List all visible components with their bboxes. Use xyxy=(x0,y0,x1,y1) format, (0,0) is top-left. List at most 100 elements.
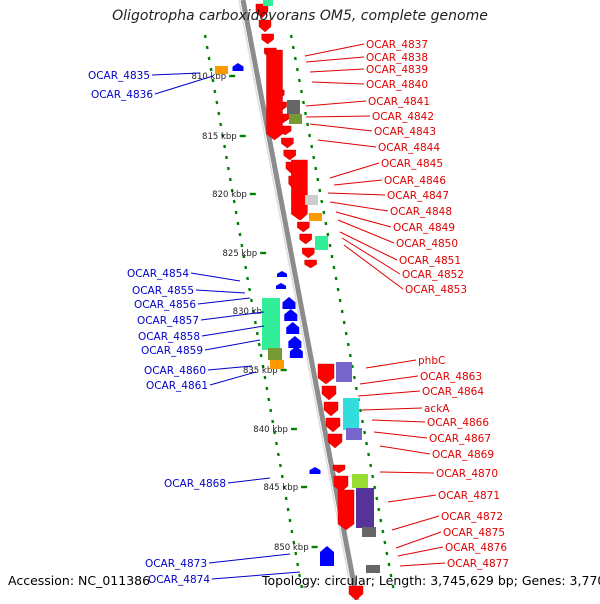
forward-gene-label: OCAR_4849 xyxy=(393,222,455,234)
reverse-gene-label: OCAR_4860 xyxy=(144,365,206,377)
reverse-gene-arrow xyxy=(320,546,334,566)
forward-leader-line xyxy=(335,211,392,228)
forward-gene-label: OCAR_4846 xyxy=(384,175,446,187)
cds-block xyxy=(305,195,318,205)
cds-block xyxy=(362,527,376,537)
forward-gene-label: OCAR_4840 xyxy=(366,79,428,91)
forward-gene-arrow xyxy=(317,363,335,385)
forward-leader-line xyxy=(309,123,373,132)
forward-gene-arrow xyxy=(348,585,364,601)
reverse-gene-label: OCAR_4861 xyxy=(146,380,208,392)
reverse-leader-line xyxy=(154,75,214,95)
forward-leader-line xyxy=(371,419,426,423)
forward-gene-arrow xyxy=(291,159,308,221)
forward-gene-arrow xyxy=(266,49,283,141)
forward-gene-arrow xyxy=(323,401,339,417)
scale-tick-label: 820 kbp xyxy=(212,190,247,200)
cds-block xyxy=(289,114,302,124)
forward-gene-label: OCAR_4843 xyxy=(374,126,436,138)
cds-block xyxy=(336,362,352,382)
reverse-gene-label: OCAR_4874 xyxy=(148,574,210,586)
reverse-gene-label: OCAR_4857 xyxy=(137,315,199,327)
forward-gene-label: OCAR_4838 xyxy=(366,52,428,64)
cds-block xyxy=(346,428,362,440)
forward-gene-label: OCAR_4845 xyxy=(381,158,443,170)
reverse-gene-label: OCAR_4854 xyxy=(127,268,189,280)
reverse-leader-line xyxy=(200,311,265,321)
forward-gene-arrow xyxy=(302,247,315,259)
reverse-gene-arrow xyxy=(232,63,244,71)
gene-features xyxy=(215,0,380,601)
forward-leader-line xyxy=(361,407,423,411)
map-title: Oligotropha carboxidovorans OM5, complet… xyxy=(112,8,488,24)
scale-tick-label: 830 kbp xyxy=(233,307,268,317)
forward-gene-label: OCAR_4869 xyxy=(432,449,494,461)
reverse-leader-line xyxy=(208,553,291,564)
forward-leader-line xyxy=(397,546,444,557)
scale-tick-label: 835 kbp xyxy=(243,366,278,376)
forward-gene-label: OCAR_4853 xyxy=(405,284,467,296)
cds-block xyxy=(262,298,280,350)
scale-tick-label: 825 kbp xyxy=(223,249,258,259)
accession-text: Accession: NC_011386 xyxy=(8,573,151,588)
reverse-gene-label: OCAR_4858 xyxy=(138,331,200,343)
scale-tick-label: 840 kbp xyxy=(253,425,288,435)
forward-leader-line xyxy=(337,219,395,244)
reverse-gene-label: OCAR_4855 xyxy=(132,285,194,297)
forward-gene-arrow xyxy=(304,259,317,269)
cds-block xyxy=(366,565,380,573)
forward-gene-label: OCAR_4867 xyxy=(429,433,491,445)
forward-gene-arrow xyxy=(283,149,296,161)
reverse-gene-label: OCAR_4868 xyxy=(164,478,226,490)
forward-gene-label: OCAR_4863 xyxy=(420,371,482,383)
forward-gene-label: OCAR_4864 xyxy=(422,386,484,398)
reverse-leader-line xyxy=(204,339,261,351)
forward-leader-line xyxy=(395,531,442,549)
cds-block xyxy=(356,488,374,528)
forward-gene-label: OCAR_4837 xyxy=(366,39,428,51)
reverse-gene-label: OCAR_4836 xyxy=(91,89,153,101)
cds-block xyxy=(287,100,300,114)
forward-gene-label: OCAR_4875 xyxy=(443,527,505,539)
forward-gene-arrow xyxy=(337,489,355,531)
forward-gene-arrow xyxy=(332,464,346,474)
forward-leader-line xyxy=(333,179,383,186)
forward-gene-label: OCAR_4876 xyxy=(445,542,507,554)
forward-leader-line xyxy=(359,375,419,385)
forward-leader-line xyxy=(379,471,435,474)
forward-leader-line xyxy=(305,56,365,63)
forward-gene-label: OCAR_4847 xyxy=(387,190,449,202)
forward-gene-arrow xyxy=(258,19,272,33)
reverse-gene-arrow xyxy=(286,322,300,334)
reverse-gene-arrow xyxy=(276,283,286,289)
reverse-gene-label: OCAR_4859 xyxy=(141,345,203,357)
reverse-leader-line xyxy=(151,72,201,76)
forward-leader-line xyxy=(311,81,365,85)
forward-gene-label: OCAR_4872 xyxy=(441,511,503,523)
forward-leader-line xyxy=(309,68,365,73)
reverse-leader-line xyxy=(201,325,265,337)
reverse-gene-arrow xyxy=(288,336,302,348)
genome-stats-text: Topology: circular; Length: 3,745,629 bp… xyxy=(262,573,600,588)
reverse-leader-line xyxy=(190,272,241,282)
reverse-leader-line xyxy=(197,297,251,305)
forward-leader-line xyxy=(343,244,404,290)
forward-gene-arrow xyxy=(321,385,337,401)
reverse-gene-arrow xyxy=(309,467,321,474)
forward-gene-label: OCAR_4871 xyxy=(438,490,500,502)
reverse-leader-line xyxy=(227,477,271,484)
forward-leader-line xyxy=(373,431,428,439)
forward-gene-label: OCAR_4866 xyxy=(427,417,489,429)
forward-gene-arrow xyxy=(261,33,274,45)
reverse-gene-arrow xyxy=(277,271,287,277)
reverse-leader-line xyxy=(209,371,257,386)
outer-dotted-ring xyxy=(289,34,395,589)
cds-block xyxy=(270,360,284,369)
inner-dotted-ring xyxy=(203,34,304,589)
forward-gene-label: OCAR_4851 xyxy=(399,255,461,267)
cds-block xyxy=(343,398,359,430)
forward-gene-label: OCAR_4852 xyxy=(402,269,464,281)
forward-gene-label: OCAR_4848 xyxy=(390,206,452,218)
